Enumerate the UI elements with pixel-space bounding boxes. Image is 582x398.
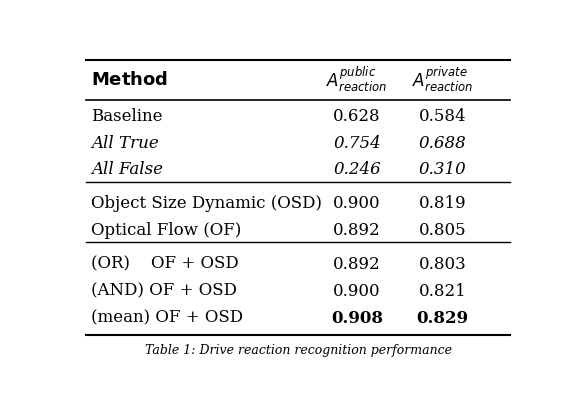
Text: (OR)    OF + OSD: (OR) OF + OSD	[91, 256, 239, 273]
Text: 0.628: 0.628	[333, 107, 381, 125]
Text: 0.584: 0.584	[419, 107, 466, 125]
Text: (AND) OF + OSD: (AND) OF + OSD	[91, 283, 237, 300]
Text: $\mathbf{Method}$: $\mathbf{Method}$	[91, 71, 168, 89]
Text: Table 1: Drive reaction recognition performance: Table 1: Drive reaction recognition perf…	[145, 344, 452, 357]
Text: 0.900: 0.900	[333, 195, 381, 212]
Text: 0.821: 0.821	[418, 283, 467, 300]
Text: 0.688: 0.688	[418, 135, 467, 152]
Text: (mean) OF + OSD: (mean) OF + OSD	[91, 310, 243, 327]
Text: 0.908: 0.908	[331, 310, 383, 327]
Text: 0.892: 0.892	[333, 222, 381, 239]
Text: 0.246: 0.246	[333, 162, 381, 178]
Text: 0.892: 0.892	[333, 256, 381, 273]
Text: 0.754: 0.754	[333, 135, 381, 152]
Text: 0.310: 0.310	[418, 162, 467, 178]
Text: 0.803: 0.803	[418, 256, 467, 273]
Text: All False: All False	[91, 162, 163, 178]
Text: 0.819: 0.819	[419, 195, 466, 212]
Text: 0.900: 0.900	[333, 283, 381, 300]
Text: $A^{public}_{reaction}$: $A^{public}_{reaction}$	[327, 66, 388, 94]
Text: Object Size Dynamic (OSD): Object Size Dynamic (OSD)	[91, 195, 322, 212]
Text: 0.805: 0.805	[419, 222, 466, 239]
Text: Optical Flow (OF): Optical Flow (OF)	[91, 222, 241, 239]
Text: All True: All True	[91, 135, 158, 152]
Text: 0.829: 0.829	[417, 310, 469, 327]
Text: $A^{private}_{reaction}$: $A^{private}_{reaction}$	[412, 66, 473, 94]
Text: Baseline: Baseline	[91, 107, 162, 125]
